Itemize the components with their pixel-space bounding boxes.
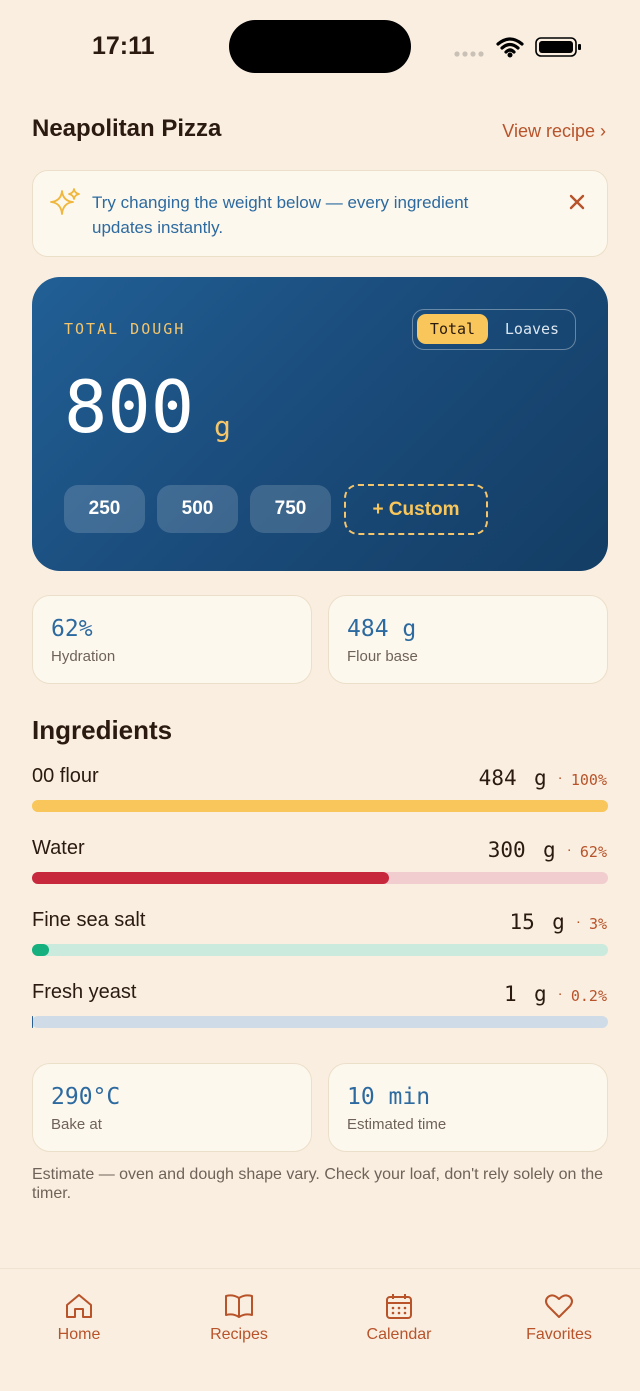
preset-button[interactable]: 750 xyxy=(250,485,331,533)
stat-label: Flour base xyxy=(347,648,418,665)
ingredient-unit: g xyxy=(543,838,556,862)
close-button[interactable] xyxy=(569,194,585,210)
separator-dot: · xyxy=(557,985,563,1002)
nav-label: Favorites xyxy=(526,1326,592,1343)
bar xyxy=(32,1016,34,1028)
separator-dot: · xyxy=(557,769,563,786)
ingredient-amount: 15 xyxy=(509,910,535,934)
bar-track xyxy=(32,944,608,956)
nav-label: Recipes xyxy=(210,1326,268,1343)
ingredient-unit: g xyxy=(533,982,547,1006)
preset-button[interactable]: 500 xyxy=(157,485,238,533)
bar xyxy=(32,872,390,884)
bar xyxy=(32,800,608,812)
ingredient-percent: 0.2% xyxy=(570,987,607,1005)
bake-card: 10 min Estimated time xyxy=(328,1063,608,1152)
tip-card: Try changing the weight below — every in… xyxy=(32,170,608,257)
sparkle-icon xyxy=(50,188,80,215)
ingredient-name: Fresh yeast xyxy=(32,981,137,1003)
status-time: 17:11 xyxy=(92,32,155,60)
recipe-title: Neapolitan Pizza xyxy=(32,115,222,142)
separator-dot: · xyxy=(575,913,581,930)
dough-unit: g xyxy=(214,410,231,443)
dynamic-island xyxy=(229,20,411,73)
dough-label: TOTAL DOUGH xyxy=(64,320,186,338)
tab-bar xyxy=(0,1268,640,1391)
ingredient-amount: 484 xyxy=(478,766,517,790)
heart-icon xyxy=(545,1294,573,1318)
stat-value: 62% xyxy=(51,616,93,642)
separator-dot: · xyxy=(566,841,572,858)
bake-value: 290°C xyxy=(51,1084,121,1110)
ingredients-heading: Ingredients xyxy=(32,715,173,745)
stat-value: 484 g xyxy=(347,616,417,642)
stat-label: Hydration xyxy=(51,648,116,665)
dough-card: TOTAL DOUGH Total Loaves 800 g xyxy=(32,277,608,571)
bake-value: 10 min xyxy=(347,1084,431,1110)
ingredient-name: Fine sea salt xyxy=(32,909,146,931)
ingredient-percent: 3% xyxy=(588,915,607,933)
ingredient-name: 00 flour xyxy=(32,765,99,787)
bake-label: Estimated time xyxy=(347,1116,447,1133)
nav-calendar[interactable]: Calendar xyxy=(339,1292,459,1344)
estimate-note: Estimate — oven and dough shape vary. Ch… xyxy=(32,1166,604,1202)
toggle-loaves[interactable]: Loaves xyxy=(504,320,560,338)
bar-track xyxy=(32,1016,608,1028)
unit-toggle: Total Loaves xyxy=(412,309,576,350)
ingredient-percent: 100% xyxy=(570,771,607,789)
bake-card: 290°C Bake at xyxy=(32,1063,312,1152)
bake-label: Bake at xyxy=(51,1116,102,1133)
book-icon xyxy=(225,1294,253,1318)
status-icons xyxy=(454,37,581,58)
nav-home[interactable]: Home xyxy=(19,1292,139,1344)
ingredient-amount: 300 xyxy=(487,838,526,862)
nav-recipes[interactable]: Recipes xyxy=(179,1292,299,1344)
home-icon xyxy=(66,1294,92,1318)
nav-favorites[interactable]: Favorites xyxy=(499,1292,619,1344)
nav-label: Calendar xyxy=(366,1326,432,1343)
ingredient-unit: g xyxy=(552,910,565,934)
ingredient-unit: g xyxy=(533,766,547,790)
toggle-total[interactable]: Total xyxy=(417,314,488,344)
ingredient-name: Water xyxy=(32,837,85,859)
preset-button[interactable]: 250 xyxy=(64,485,145,533)
custom-button[interactable]: + Custom xyxy=(344,484,488,535)
stat-card: 484 g Flour base xyxy=(328,595,608,684)
view-recipe-link[interactable]: View recipe › xyxy=(502,121,606,141)
bar xyxy=(32,944,50,956)
dough-weight: 800 xyxy=(64,365,195,449)
nav-label: Home xyxy=(57,1326,101,1343)
ingredient-amount: 1 xyxy=(503,982,517,1006)
calendar-icon xyxy=(386,1294,412,1319)
stat-card: 62% Hydration xyxy=(32,595,312,684)
tip-text: Try changing the weight below — every in… xyxy=(92,193,469,237)
ingredient-percent: 62% xyxy=(579,843,607,861)
